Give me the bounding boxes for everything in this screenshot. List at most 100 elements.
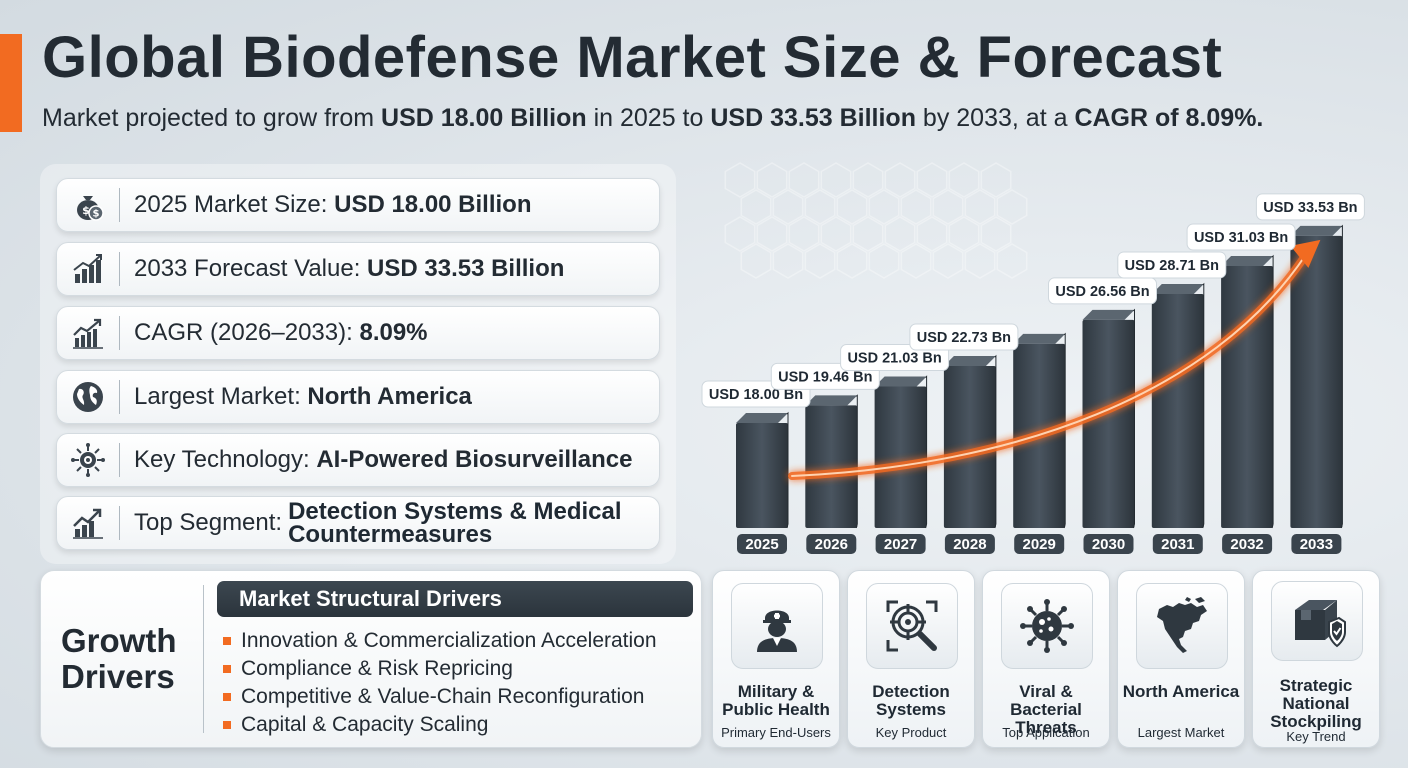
kpi-cagr: CAGR (2026–2033): 8.09%	[134, 319, 428, 346]
bullet-icon	[223, 637, 231, 645]
list-item: Compliance & Risk Repricing	[223, 655, 693, 683]
x-tick-label: 2031	[1152, 534, 1203, 554]
kpi-forecast: 2033 Forecast Value: USD 33.53 Billion	[134, 255, 565, 282]
svg-text:2026: 2026	[815, 536, 848, 553]
bar-2027	[874, 375, 928, 529]
svg-text:2029: 2029	[1023, 536, 1056, 553]
category-card-market: North America Largest Market	[1117, 570, 1245, 748]
category-name: Military & Public Health	[722, 682, 830, 719]
svg-text:2030: 2030	[1092, 536, 1125, 553]
svg-text:USD 31.03 Bn: USD 31.03 Bn	[1194, 230, 1288, 246]
bar-2030	[1082, 308, 1135, 529]
category-sub: Key Trend	[1286, 729, 1346, 744]
trend-arrow	[788, 239, 1321, 480]
divider	[119, 506, 120, 540]
kpi-top-segment: Top Segment: Detection Systems & Medical…	[134, 498, 622, 548]
growth-drivers-panel: Growth Drivers Market Structural Drivers …	[40, 570, 702, 748]
x-tick-label: 2033	[1291, 534, 1342, 554]
category-name: Detection Systems	[872, 682, 950, 719]
svg-text:USD 21.03 Bn: USD 21.03 Bn	[847, 350, 941, 366]
x-tick-label: 2030	[1083, 534, 1134, 554]
x-tick-label: 2026	[806, 534, 857, 554]
bar-2026	[805, 394, 858, 529]
category-name: Strategic National Stockpiling	[1270, 676, 1362, 731]
list-item: Competitive & Value-Chain Reconfiguratio…	[223, 683, 693, 711]
divider	[119, 380, 120, 414]
divider	[119, 443, 120, 477]
virus-icon	[1001, 583, 1093, 669]
divider	[119, 316, 120, 350]
virus-target-icon	[57, 434, 119, 486]
drivers-header: Market Structural Drivers	[217, 581, 693, 617]
svg-text:USD 33.53 Bn: USD 33.53 Bn	[1263, 200, 1357, 216]
svg-text:2031: 2031	[1161, 536, 1194, 553]
divider	[119, 252, 120, 286]
category-card-product: Detection Systems Key Product	[847, 570, 975, 748]
kpi-card-largest-market: Largest Market: North America	[56, 370, 660, 424]
page-subtitle: Market projected to grow from USD 18.00 …	[42, 104, 1264, 132]
page-title: Global Biodefense Market Size & Forecast	[42, 25, 1223, 90]
data-label: USD 26.56 Bn	[1048, 277, 1157, 305]
category-card-application: Viral & Bacterial Threats Top Applicatio…	[982, 570, 1110, 748]
kpi-card-top-segment: Top Segment: Detection Systems & Medical…	[56, 496, 660, 550]
svg-text:2027: 2027	[884, 536, 917, 553]
x-tick-label: 2028	[944, 534, 995, 554]
soldier-icon	[731, 583, 823, 669]
data-label: USD 31.03 Bn	[1186, 223, 1296, 251]
bar-2033	[1290, 224, 1343, 529]
bar-2031	[1151, 282, 1205, 529]
kpi-card-forecast: 2033 Forecast Value: USD 33.53 Billion	[56, 242, 660, 296]
data-label: USD 28.71 Bn	[1117, 251, 1227, 279]
svg-text:2025: 2025	[745, 536, 778, 553]
growth-drivers-title: Growth Drivers	[61, 622, 177, 695]
arrow-head-icon	[1290, 239, 1321, 268]
accent-bar	[0, 34, 22, 132]
hexagon-pattern	[724, 162, 1028, 279]
globe-icon	[57, 371, 119, 423]
target-search-icon	[866, 583, 958, 669]
box-shield-icon	[1271, 581, 1363, 661]
list-item: Innovation & Commercialization Accelerat…	[223, 627, 693, 655]
bar-2028	[943, 354, 997, 529]
svg-text:2033: 2033	[1300, 536, 1333, 553]
svg-text:2028: 2028	[953, 536, 986, 553]
svg-text:2032: 2032	[1230, 536, 1263, 553]
data-label: USD 21.03 Bn	[840, 343, 950, 371]
kpi-card-key-technology: Key Technology: AI-Powered Biosurveillan…	[56, 433, 660, 487]
category-sub: Key Product	[875, 725, 947, 740]
kpi-card-cagr: CAGR (2026–2033): 8.09%	[56, 306, 660, 360]
category-sub: Top Application	[1002, 725, 1090, 740]
bar-2032	[1221, 254, 1274, 529]
svg-text:USD 26.56 Bn: USD 26.56 Bn	[1055, 284, 1149, 300]
svg-text:$: $	[82, 204, 90, 217]
category-card-end-users: Military & Public Health Primary End-Use…	[712, 570, 840, 748]
divider	[203, 585, 204, 733]
kpi-market-size: 2025 Market Size: USD 18.00 Billion	[134, 191, 532, 218]
svg-text:$: $	[93, 209, 100, 220]
bullet-icon	[223, 721, 231, 729]
category-sub: Primary End-Users	[721, 725, 831, 740]
market-bar-chart: USD 18.00 Bn USD 19.46 Bn USD 21.03 Bn USD …	[701, 162, 1365, 554]
bar-2025	[736, 411, 789, 529]
north-america-map-icon	[1136, 583, 1228, 669]
kpi-key-technology: Key Technology: AI-Powered Biosurveillan…	[134, 446, 633, 473]
category-sub: Largest Market	[1137, 725, 1225, 740]
svg-text:USD 18.00 Bn: USD 18.00 Bn	[709, 387, 803, 403]
category-card-trend: Strategic National Stockpiling Key Trend	[1252, 570, 1380, 748]
kpi-card-market-size: $ $ 2025 Market Size: USD 18.00 Billion	[56, 178, 660, 232]
bar-growth-icon	[57, 243, 119, 295]
svg-text:USD 22.73 Bn: USD 22.73 Bn	[917, 330, 1011, 346]
data-label: USD 22.73 Bn	[909, 323, 1019, 351]
bullet-icon	[223, 693, 231, 701]
x-tick-label: 2025	[737, 534, 787, 554]
category-name: North America	[1122, 682, 1240, 701]
trend-chart-icon	[57, 307, 119, 359]
list-item: Capital & Capacity Scaling	[223, 711, 693, 739]
kpi-largest-market: Largest Market: North America	[134, 383, 472, 410]
x-tick-label: 2032	[1222, 534, 1273, 554]
x-tick-label: 2027	[875, 534, 926, 554]
divider	[119, 188, 120, 222]
drivers-list: Innovation & Commercialization Accelerat…	[223, 627, 693, 739]
svg-text:USD 28.71 Bn: USD 28.71 Bn	[1125, 258, 1219, 274]
bullet-icon	[223, 665, 231, 673]
